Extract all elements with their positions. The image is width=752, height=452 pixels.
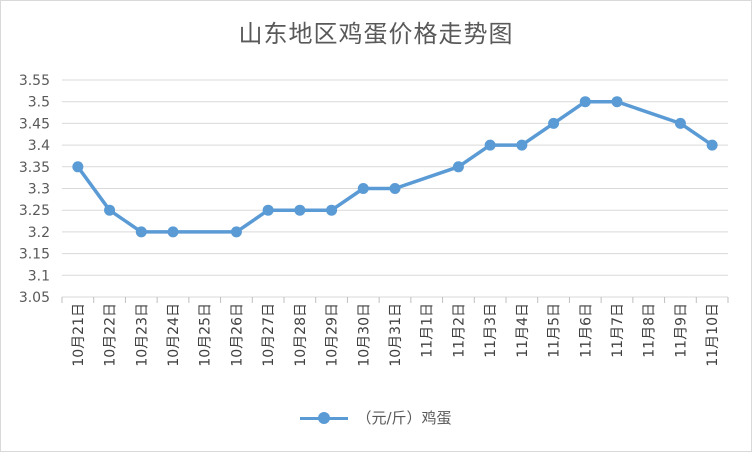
y-tick-label: 3.4 [28, 138, 50, 154]
data-point [484, 139, 496, 151]
data-point [72, 161, 84, 173]
x-tick-label: 11月8日 [642, 303, 658, 358]
x-tick-label: 11月2日 [451, 303, 467, 358]
data-point [326, 204, 338, 216]
x-tick-label: 10月26日 [229, 303, 245, 367]
y-tick-label: 3.5 [28, 95, 50, 111]
x-tick-label: 10月22日 [103, 303, 119, 367]
y-tick-label: 3.55 [19, 73, 50, 89]
x-tick-label: 10月30日 [356, 303, 372, 367]
data-point [548, 117, 560, 129]
x-tick-label: 11月10日 [705, 303, 721, 367]
data-point [516, 139, 528, 151]
legend-label: （元/斤）鸡蛋 [356, 409, 452, 427]
x-tick-label: 10月24日 [166, 303, 182, 367]
series-layer [72, 96, 718, 238]
legend-swatch [300, 410, 349, 426]
data-point [167, 226, 179, 238]
y-tick-label: 3.1 [28, 268, 50, 284]
data-point [357, 183, 369, 194]
y-tick-label: 3.05 [19, 290, 50, 306]
data-point [230, 226, 242, 238]
x-tick-label: 11月9日 [673, 303, 689, 358]
data-point [135, 226, 147, 238]
data-point [452, 161, 464, 173]
x-tick-label: 11月4日 [515, 303, 531, 358]
x-tick-label: 11月6日 [578, 303, 594, 358]
y-tick-label: 3.3 [28, 182, 50, 198]
legend: （元/斤）鸡蛋 [0, 407, 752, 428]
x-tick-label: 11月3日 [483, 303, 499, 358]
x-tick-label: 10月25日 [198, 303, 214, 367]
x-tick-label: 10月28日 [293, 303, 309, 367]
y-tick-label: 3.15 [19, 247, 50, 263]
data-point [104, 204, 116, 216]
data-point [389, 183, 401, 194]
y-tick-label: 3.45 [19, 116, 50, 132]
x-tick-label: 10月31日 [388, 303, 404, 367]
data-point [294, 204, 306, 216]
y-axis: 3.05 3.1 3.15 3.2 3.25 3.3 3.35 3.4 3.45 3.5 3.55 [19, 73, 50, 306]
data-point [674, 117, 686, 129]
y-tick-label: 3.2 [28, 225, 50, 241]
data-point [262, 204, 274, 216]
data-point [706, 139, 718, 151]
data-point [611, 96, 623, 108]
x-tick-label: 11月7日 [610, 303, 626, 358]
data-point [579, 96, 591, 108]
x-tick-label: 11月5日 [547, 303, 563, 358]
x-tick-label: 10月23日 [134, 303, 150, 367]
y-tick-label: 3.35 [19, 160, 50, 176]
x-tick-label: 10月27日 [261, 303, 277, 367]
x-tick-label: 10月29日 [325, 303, 341, 367]
y-tick-label: 3.25 [19, 203, 50, 219]
x-axis: 10月21日 10月22日 10月23日 10月24日 10月25日 10月26日 10月2… [61, 297, 729, 367]
x-tick-label: 11月1日 [420, 303, 436, 358]
chart-title: 山东地区鸡蛋价格走势图 [238, 20, 514, 48]
x-tick-label: 10月21日 [71, 303, 87, 367]
